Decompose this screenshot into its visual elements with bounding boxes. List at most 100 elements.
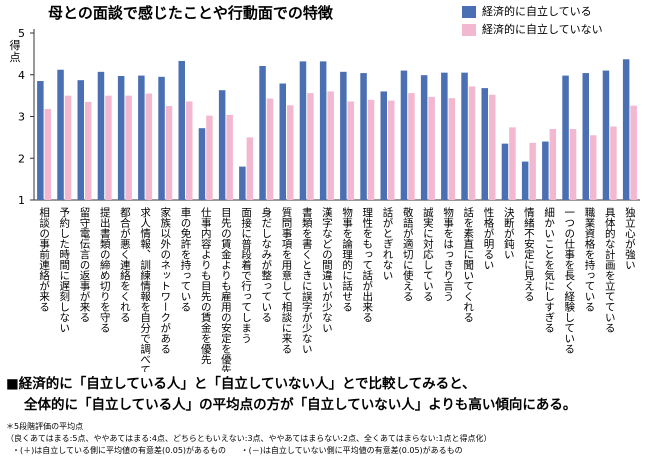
x-category-label: 情緒不安定に見える [523, 206, 535, 301]
bar-self-reliant [461, 72, 468, 200]
bar-not-self-reliant [64, 95, 72, 200]
bar-not-self-reliant [630, 105, 637, 200]
bar-self-reliant [97, 71, 105, 200]
legend-label-self-reliant: 経済的に自立している [482, 5, 592, 18]
bar-self-reliant [360, 73, 367, 200]
bar-self-reliant [37, 81, 44, 200]
bar-self-reliant [117, 76, 125, 200]
y-tick-label: 4 [18, 69, 25, 82]
bar-not-self-reliant [529, 142, 536, 200]
x-category-label: 車の免許を持っている [180, 206, 192, 312]
bar-not-self-reliant [428, 96, 435, 200]
bar-self-reliant [441, 72, 448, 200]
y-tick-label: 2 [18, 152, 25, 165]
x-category-label: 提出書類の締め切りを守る [99, 207, 111, 333]
bar-not-self-reliant [408, 93, 415, 200]
bar-self-reliant [542, 141, 549, 200]
x-category-label: 目先の賃金よりも雇用の安定を優先 [220, 207, 232, 372]
note-sig-minus: ・(－)は自立していない側に平均値の有意差(0.05)があるもの [240, 446, 463, 455]
bar-self-reliant [57, 69, 64, 201]
bar-not-self-reliant [44, 108, 52, 200]
x-category-label: 予約した時間に遅刻しない [58, 207, 70, 333]
bar-self-reliant [218, 90, 226, 200]
x-category-label: 物事を論理的に話せる [341, 206, 353, 312]
bar-not-self-reliant [468, 86, 476, 200]
legend-label-not-self-reliant: 経済的に自立していない [482, 23, 603, 36]
conclusion-text: ■経済的に「自立している人」と「自立していない人」とで比較してみると、 全体的に… [6, 374, 576, 416]
bar-not-self-reliant [206, 115, 213, 200]
bar-self-reliant [77, 80, 84, 200]
bar-self-reliant [259, 65, 266, 200]
x-category-label: 性格が明るい [483, 206, 495, 270]
legend-swatch-not-self-reliant [462, 23, 476, 36]
x-category-label: 一つの仕事を長く経験している [563, 207, 575, 354]
bar-not-self-reliant [105, 95, 112, 200]
x-category-label: 独立心が強い [624, 206, 636, 270]
bar-not-self-reliant [287, 105, 294, 200]
bar-not-self-reliant [509, 127, 516, 200]
bar-self-reliant [602, 70, 610, 200]
bar-not-self-reliant [307, 93, 314, 200]
bar-not-self-reliant [85, 101, 92, 200]
bar-not-self-reliant [388, 100, 395, 200]
x-category-label: 質問事項を用意して相談に来る [281, 206, 293, 354]
bar-self-reliant [582, 73, 589, 200]
x-category-label: 書類を書くときに誤字が少ない [301, 206, 313, 354]
x-category-label: 相談の事前連絡が来る [38, 206, 50, 312]
bar-not-self-reliant [327, 91, 334, 200]
bar-self-reliant [299, 61, 307, 200]
legend-item-not-self-reliant: 経済的に自立していない [462, 22, 603, 37]
note-sig-plus: ・(＋)は自立している側に平均値の有意差(0.05)があるもの [12, 446, 227, 455]
bar-self-reliant [400, 70, 408, 200]
bar-not-self-reliant [610, 126, 617, 200]
conclusion-line-2: 全体的に「自立している人」の平均点の方が「自立していない人」よりも高い傾向にある… [24, 397, 577, 413]
x-category-label: 求人情報、訓練情報を自分で調べている [139, 207, 151, 372]
bar-self-reliant [420, 75, 428, 200]
bar-self-reliant [279, 83, 286, 200]
bar-not-self-reliant [448, 98, 456, 200]
legend: 経済的に自立している 経済的に自立していない [462, 4, 603, 40]
x-category-label: 家族以外のネットワークがある [159, 206, 171, 354]
y-tick-label: 5 [18, 27, 25, 40]
x-category-label: 漢字などの間違いが少ない [321, 206, 333, 333]
bar-not-self-reliant [266, 98, 274, 200]
bar-not-self-reliant [145, 93, 153, 200]
conclusion-line-1: ■経済的に「自立している人」と「自立していない人」とで比較してみると、 [6, 376, 476, 392]
bar-self-reliant [380, 91, 387, 200]
bar-not-self-reliant [569, 129, 577, 200]
x-category-label: 話がとぎれない [382, 206, 394, 280]
bar-self-reliant [521, 161, 529, 200]
bar-not-self-reliant [489, 94, 496, 200]
bar-not-self-reliant [186, 101, 193, 200]
x-category-label: 誠実に対応している [422, 206, 434, 301]
x-category-label: 話を素直に聞いてくれる [462, 206, 474, 322]
footnotes: ＊5段階評価の平均点 （良くあてはまる:5点、ややあてはまる:4点、どちらともい… [6, 421, 491, 457]
legend-item-self-reliant: 経済的に自立している [462, 4, 603, 19]
x-category-label: 物事をはっきり言う [442, 206, 454, 301]
bar-not-self-reliant [590, 135, 597, 200]
bar-self-reliant [340, 71, 347, 200]
x-category-label: 職業資格を持っている [584, 207, 596, 312]
x-category-label: 留守電伝言の返事が来る [79, 206, 91, 322]
bar-self-reliant [178, 60, 185, 200]
bar-not-self-reliant [549, 129, 557, 200]
bar-self-reliant [239, 166, 246, 200]
x-category-label: 理性をもって話が出来る [361, 207, 373, 323]
y-tick-label: 1 [18, 194, 25, 207]
legend-swatch-self-reliant [462, 5, 476, 18]
x-category-label: 仕事内容よりも目先の賃金を優先 [200, 206, 212, 365]
x-category-label: 具体的な計画を立てている [604, 207, 616, 333]
bar-chart: 1 2 3 4 5 相談の事前連絡が来る 予約した時間に遅刻しない 留守電伝言の返事が来る 提出… [18, 27, 640, 372]
x-category-label: 都合が悪く連絡をくれる [119, 207, 131, 323]
bar-not-self-reliant [125, 95, 132, 200]
bar-not-self-reliant [246, 137, 254, 200]
bar-self-reliant [138, 75, 145, 200]
bar-self-reliant [501, 143, 509, 200]
bar-not-self-reliant [347, 101, 355, 200]
bar-self-reliant [158, 76, 165, 200]
bar-not-self-reliant [226, 114, 233, 200]
x-category-label: 身だしなみが整っている [260, 206, 272, 322]
bar-self-reliant [562, 75, 569, 200]
bar-not-self-reliant [367, 99, 375, 200]
x-category-label: 決断が鈍い [503, 207, 515, 260]
